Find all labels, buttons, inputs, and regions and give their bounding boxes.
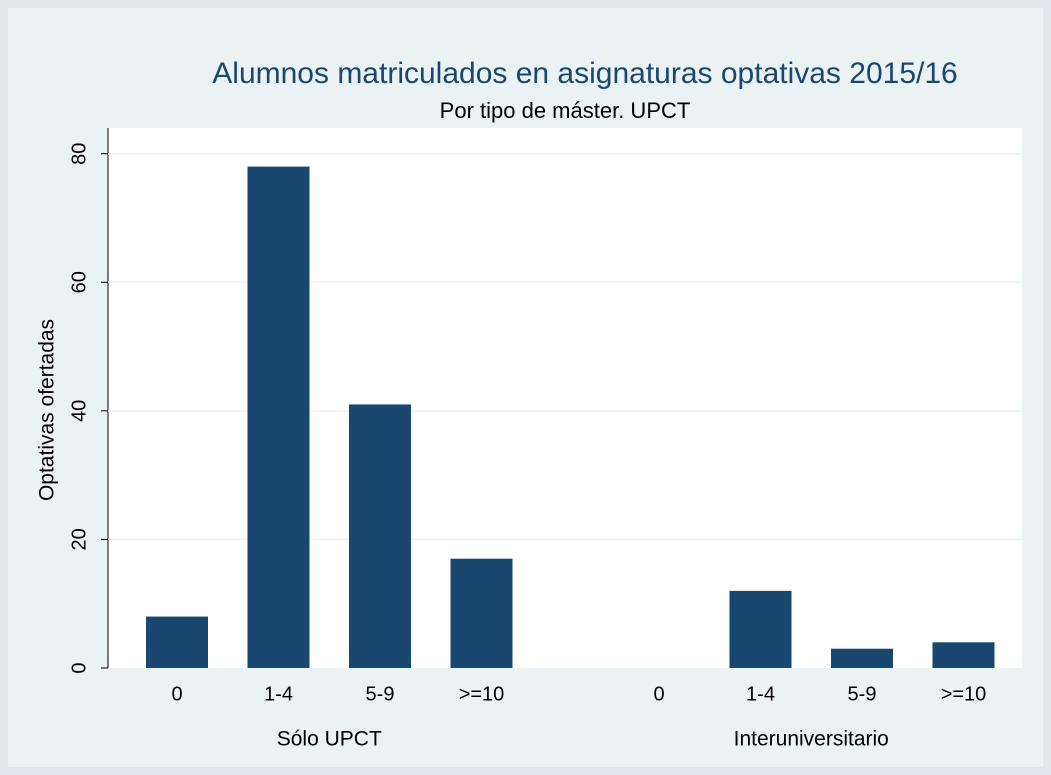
y-tick-label: 60	[68, 271, 90, 293]
chart-title: Alumnos matriculados en asignaturas opta…	[212, 57, 957, 90]
y-tick-label: 40	[68, 400, 90, 422]
group-label: Interuniversitario	[734, 728, 889, 751]
bar	[729, 590, 792, 668]
bar	[450, 558, 513, 668]
x-tick-label: 1-4	[264, 683, 293, 705]
bar	[831, 648, 893, 668]
bar	[349, 404, 411, 668]
plot-region	[108, 128, 1022, 668]
bar	[146, 616, 208, 668]
chart-subtitle: Por tipo de máster. UPCT	[440, 98, 691, 123]
bar	[932, 642, 995, 668]
y-axis-label: Optativas ofertadas	[36, 319, 59, 501]
x-tick-label: 0	[653, 683, 664, 705]
bar	[247, 166, 310, 669]
y-tick-label: 80	[68, 143, 90, 165]
x-tick-label: >=10	[459, 683, 505, 705]
y-tick-label: 0	[68, 662, 90, 673]
x-tick-label: 0	[171, 683, 182, 705]
x-tick-label: >=10	[941, 683, 987, 705]
x-tick-label: 1-4	[746, 683, 775, 705]
x-tick-label: 5-9	[366, 683, 395, 705]
group-label: Sólo UPCT	[277, 728, 382, 751]
y-tick-label: 20	[68, 528, 90, 550]
x-tick-label: 5-9	[848, 683, 877, 705]
